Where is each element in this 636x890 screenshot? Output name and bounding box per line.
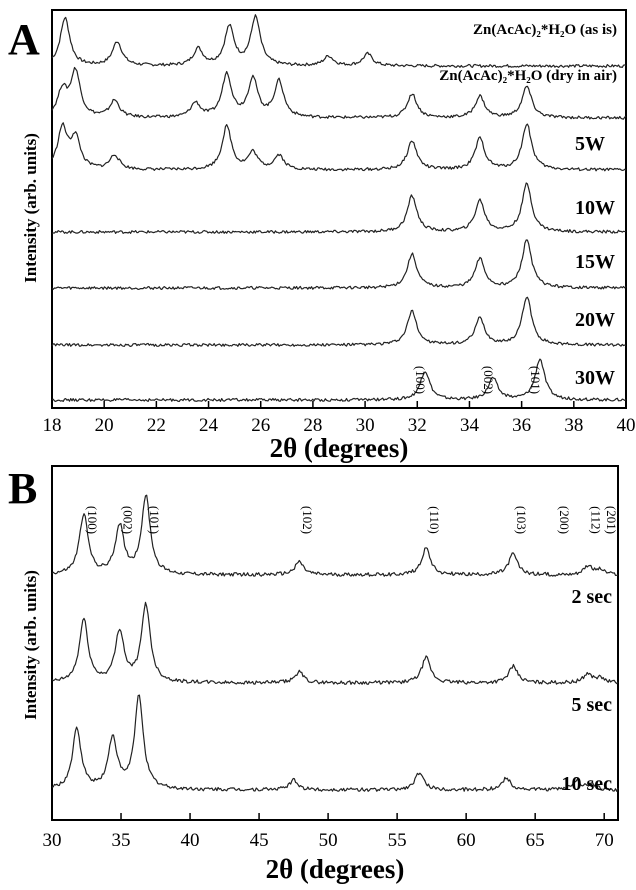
panel-a-ylabel: Intensity (arb. units) <box>21 133 40 283</box>
series-line <box>51 66 627 120</box>
x-tick-label: 40 <box>181 830 200 851</box>
x-tick-label: 26 <box>251 415 270 436</box>
series-label: Zn(AcAc)₂*H₂O (dry in air) <box>439 68 617 84</box>
series-label: 5 sec <box>571 694 612 716</box>
panel-a-xlabel: 2θ (degrees) <box>270 433 409 463</box>
x-tick-label: 32 <box>408 415 427 436</box>
panel-a-plot: 18 20 22 24 26 28 30 32 34 36 38 40 Zn(AcAc)₂*H₂O (a… <box>43 14 636 436</box>
peak-label: (201) <box>604 506 619 534</box>
peak-label: (103) <box>514 506 529 534</box>
x-tick-label: 18 <box>43 415 62 436</box>
x-tick-label: 20 <box>95 415 114 436</box>
series-line <box>51 182 627 234</box>
series-label: 30W <box>575 367 615 389</box>
panel-b-frame <box>51 465 619 821</box>
peak-label: (100) <box>85 506 100 534</box>
series-line <box>51 296 627 347</box>
x-tick-label: 45 <box>250 830 269 851</box>
x-tick-label: 34 <box>460 415 480 436</box>
series-label: 15W <box>575 251 615 273</box>
x-tick-label: 60 <box>457 830 476 851</box>
peak-label: (102) <box>300 506 315 534</box>
x-tick-label: 65 <box>526 830 545 851</box>
series-label: 10 sec <box>561 773 612 795</box>
peak-label: (002) <box>121 506 136 534</box>
peak-label: (112) <box>589 506 604 534</box>
series-label: 20W <box>575 309 615 331</box>
peak-label: (100) <box>413 366 428 394</box>
panel-b-ylabel: Intensity (arb. units) <box>21 570 40 720</box>
series-line <box>51 122 627 172</box>
x-tick-label: 24 <box>199 415 219 436</box>
series-line <box>51 601 619 685</box>
panel-a-frame <box>51 9 627 409</box>
x-tick-label: 36 <box>512 415 531 436</box>
x-tick-label: 70 <box>595 830 614 851</box>
series-label: 2 sec <box>571 586 612 608</box>
series-label: 5W <box>575 133 605 155</box>
x-tick-label: 35 <box>112 830 131 851</box>
series-line <box>51 14 627 68</box>
peak-label: (110) <box>427 506 442 534</box>
panel-b-plot: 30 35 40 45 50 55 60 65 70 2 sec 5 sec 10 sec (100) (… <box>43 494 619 851</box>
series-line <box>51 358 627 402</box>
x-tick-label: 40 <box>617 415 636 436</box>
x-tick-label: 38 <box>564 415 583 436</box>
series-line <box>51 239 627 290</box>
x-tick-label: 28 <box>303 415 322 436</box>
series-line <box>51 694 619 792</box>
panel-letter-a: A <box>8 15 40 64</box>
x-tick-label: 55 <box>388 830 407 851</box>
panel-b-xlabel: 2θ (degrees) <box>266 854 405 884</box>
series-label: 10W <box>575 197 615 219</box>
peak-label: (101) <box>147 506 162 534</box>
series-line <box>51 494 619 577</box>
x-tick-label: 22 <box>147 415 166 436</box>
panel-letter-b: B <box>8 464 37 513</box>
x-tick-label: 50 <box>319 830 338 851</box>
series-label: Zn(AcAc)₂*H₂O (as is) <box>473 22 617 38</box>
x-tick-label: 30 <box>356 415 375 436</box>
x-tick-label: 30 <box>43 830 62 851</box>
peak-label: (002) <box>481 366 496 394</box>
peak-label: (101) <box>528 366 543 394</box>
peak-label: (200) <box>557 506 572 534</box>
